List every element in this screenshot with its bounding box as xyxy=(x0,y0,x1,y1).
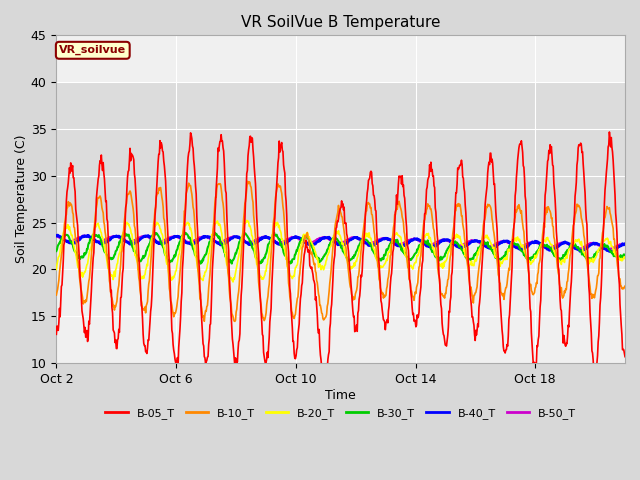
Title: VR SoilVue B Temperature: VR SoilVue B Temperature xyxy=(241,15,440,30)
Text: VR_soilvue: VR_soilvue xyxy=(60,45,126,55)
X-axis label: Time: Time xyxy=(325,388,356,402)
Legend: B-05_T, B-10_T, B-20_T, B-30_T, B-40_T, B-50_T: B-05_T, B-10_T, B-20_T, B-30_T, B-40_T, … xyxy=(101,403,580,423)
Bar xyxy=(56,82,625,223)
Y-axis label: Soil Temperature (C): Soil Temperature (C) xyxy=(15,135,28,264)
